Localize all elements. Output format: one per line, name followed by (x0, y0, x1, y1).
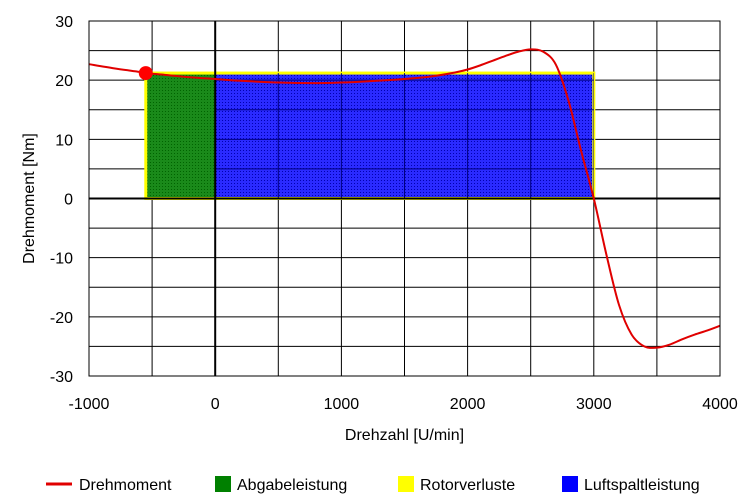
x-tick-label: 3000 (576, 396, 612, 413)
y-tick-label: -30 (50, 369, 73, 386)
x-tick-label: 1000 (324, 396, 360, 413)
series (88, 48, 721, 349)
y-tick-labels: -30 -20 -10 0 10 20 30 (50, 14, 73, 386)
legend-label: Abgabeleistung (237, 477, 347, 494)
y-tick-label: 20 (55, 73, 73, 90)
legend-label: Drehmoment (79, 477, 172, 494)
x-tick-label: 4000 (702, 396, 738, 413)
x-tick-label: -1000 (69, 396, 110, 413)
legend-box-swatch (398, 476, 414, 492)
area-abgabeleistung (145, 73, 216, 199)
x-tick-labels: -1000 0 1000 2000 3000 4000 (69, 396, 738, 413)
y-axis-label: Drehmoment [Nm] (21, 133, 38, 264)
power-areas (144, 71, 596, 200)
legend-box-swatch (562, 476, 578, 492)
legend-box-swatch (215, 476, 231, 492)
operating-point-marker (138, 66, 153, 81)
grid-overlay (215, 73, 594, 199)
plot-frame (88, 20, 721, 377)
y-tick-label: -20 (50, 310, 73, 327)
legend-label: Luftspaltleistung (584, 477, 700, 494)
x-tick-label: 2000 (450, 396, 486, 413)
y-tick-label: 0 (64, 192, 73, 209)
y-tick-label: -10 (50, 251, 73, 268)
x-tick-label: 0 (211, 396, 220, 413)
legend-label: Rotorverluste (420, 477, 515, 494)
x-axis-label: Drehzahl [U/min] (345, 427, 464, 444)
y-tick-label: 30 (55, 14, 73, 31)
y-tick-label: 10 (55, 132, 73, 149)
zero-lines (89, 21, 720, 376)
series-line-drehmoment (88, 48, 721, 349)
legend: Drehmoment Abgabeleistung Rotorverluste Luf… (46, 476, 700, 494)
